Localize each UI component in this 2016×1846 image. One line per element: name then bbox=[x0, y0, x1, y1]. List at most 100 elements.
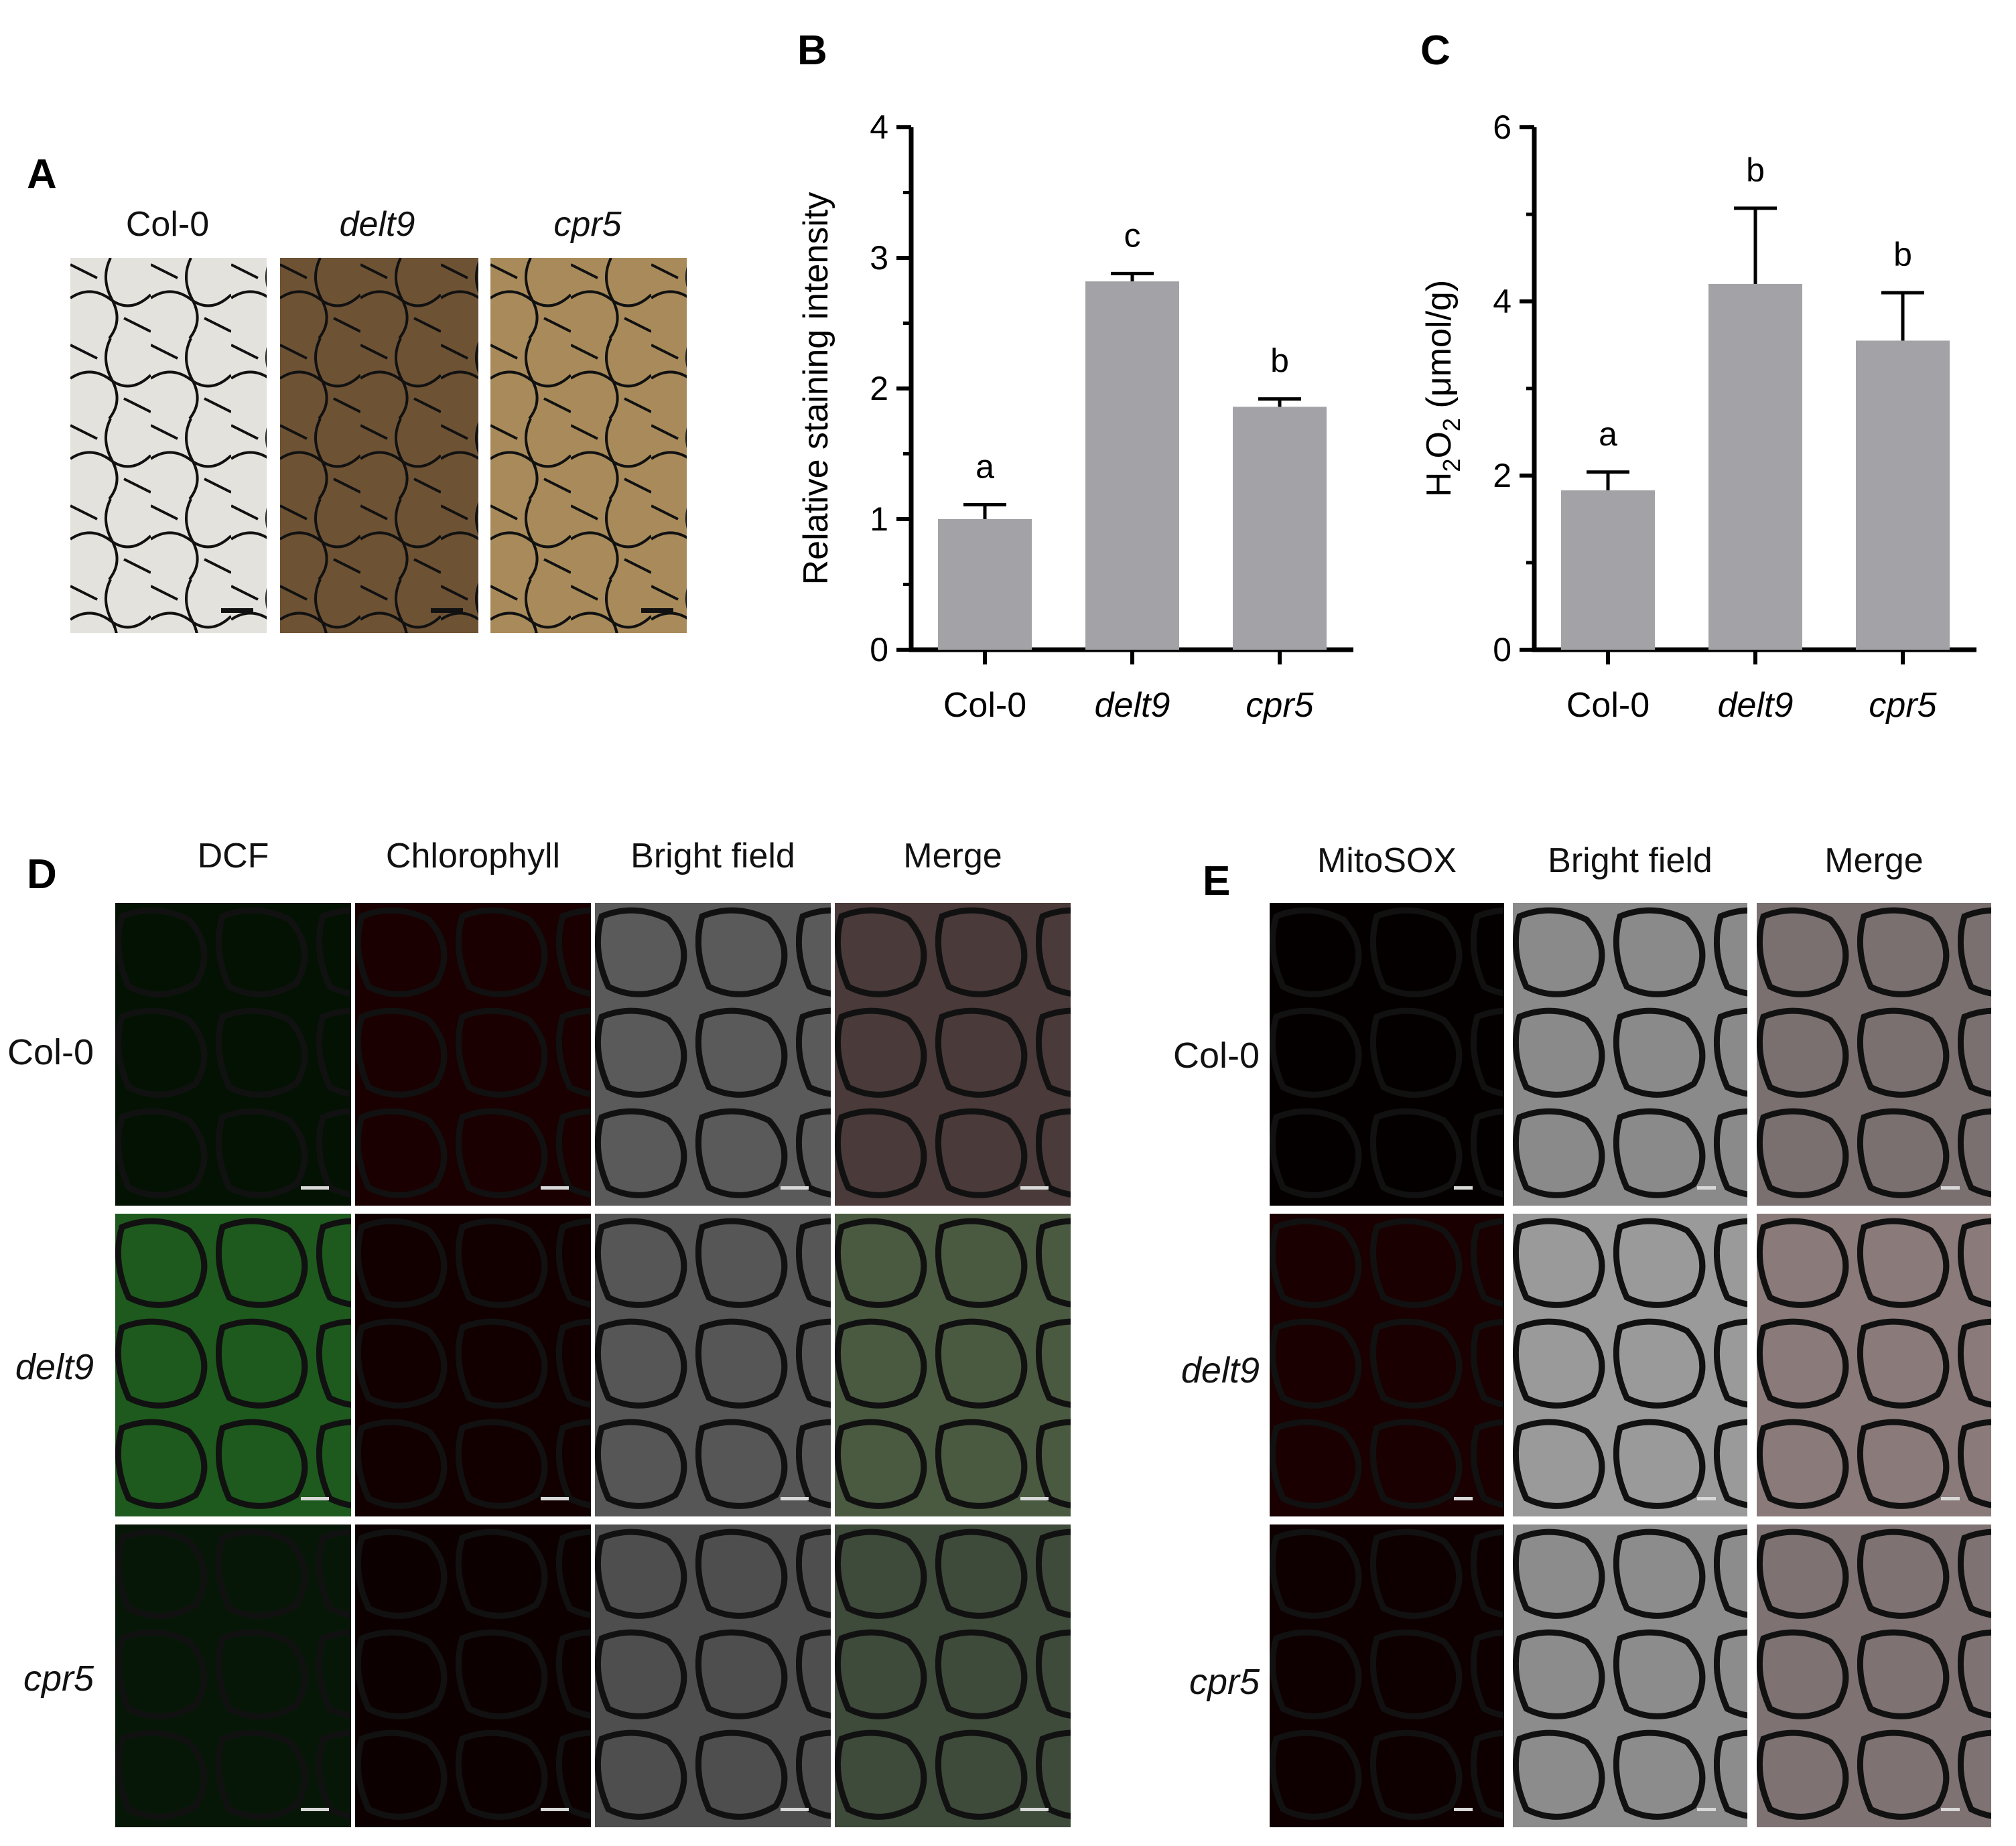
panel-A-letter: A bbox=[27, 151, 57, 198]
panel-A-column-label-cpr5: cpr5 bbox=[553, 205, 622, 244]
panel-A-image-delt9 bbox=[280, 258, 478, 633]
panel-C-letter: C bbox=[1420, 27, 1451, 74]
chart-B: 0 1 2 3 4 a Col-0 c delt9 b cpr5 Relative staining … bbox=[797, 109, 1353, 725]
panel-E-column-label-merge: Merge bbox=[1824, 841, 1924, 880]
panel-A-column-label-delt9: delt9 bbox=[339, 205, 415, 244]
bar bbox=[1085, 281, 1179, 650]
panel-B-letter: B bbox=[797, 27, 827, 74]
panel-D-image-delt9-chlorophyll bbox=[355, 1214, 591, 1516]
panel-E-column-label-brightfield: Bright field bbox=[1548, 841, 1712, 880]
significance-label: b bbox=[1270, 342, 1289, 380]
scale-bar bbox=[1454, 1808, 1473, 1811]
significance-label: a bbox=[1599, 415, 1617, 453]
panel-E-row-label-cpr5: cpr5 bbox=[1189, 1662, 1260, 1702]
panel-D-column-label-chlorophyll: Chlorophyll bbox=[385, 837, 561, 875]
y-tick-label: 6 bbox=[1493, 109, 1511, 146]
scale-bar bbox=[301, 1186, 329, 1190]
panel-D-row-label-delt9: delt9 bbox=[15, 1347, 94, 1387]
x-tick-label: cpr5 bbox=[1869, 686, 1937, 725]
x-tick-label: delt9 bbox=[1095, 686, 1170, 725]
scale-bar bbox=[781, 1186, 809, 1190]
panel-D-row-label-cpr5: cpr5 bbox=[23, 1658, 94, 1699]
chart-C: 0 2 4 6 a Col-0 b delt9 b cpr5 H2O2 (μmol/g) bbox=[1420, 109, 1976, 725]
scale-bar bbox=[1941, 1186, 1960, 1190]
bar bbox=[1233, 407, 1327, 650]
panel-D-row-label-col0: Col-0 bbox=[7, 1032, 94, 1072]
y-tick-label: 4 bbox=[870, 109, 888, 146]
panel-E-image-col0-merge bbox=[1757, 903, 1991, 1206]
panel-E-image-cpr5-mitosox bbox=[1270, 1524, 1504, 1827]
y-tick-label: 2 bbox=[1493, 457, 1511, 494]
scale-bar bbox=[541, 1497, 569, 1500]
panel-D-image-cpr5-merge bbox=[835, 1524, 1071, 1827]
y-tick-label: 2 bbox=[870, 370, 888, 407]
panel-D-image-col0-dcf bbox=[115, 903, 351, 1206]
significance-label: c bbox=[1124, 216, 1141, 254]
panel-D-image-cpr5-dcf bbox=[115, 1524, 351, 1827]
panel-E-image-delt9-mitosox bbox=[1270, 1214, 1504, 1516]
scale-bar bbox=[431, 608, 463, 613]
scale-bar bbox=[1020, 1497, 1049, 1500]
scale-bar bbox=[641, 608, 673, 613]
panel-E-image-col0-brightfield bbox=[1513, 903, 1747, 1206]
bar bbox=[1561, 490, 1655, 650]
panel-D-column-label-brightfield: Bright field bbox=[630, 837, 795, 875]
x-tick-label: delt9 bbox=[1718, 686, 1794, 725]
x-tick-label: Col-0 bbox=[943, 686, 1026, 725]
scale-bar bbox=[301, 1808, 329, 1811]
panel-A-column-label-col0: Col-0 bbox=[125, 205, 210, 244]
scale-bar bbox=[1941, 1497, 1960, 1500]
scale-bar bbox=[1454, 1497, 1473, 1500]
panel-D-column-label-merge: Merge bbox=[903, 837, 1002, 875]
panel-D-image-delt9-merge bbox=[835, 1214, 1071, 1516]
scale-bar bbox=[1697, 1808, 1716, 1811]
panel-D-letter: D bbox=[27, 851, 57, 898]
panel-E-row-label-col0: Col-0 bbox=[1172, 1036, 1260, 1076]
panel-E-image-delt9-merge bbox=[1757, 1214, 1991, 1516]
y-tick-label: 4 bbox=[1493, 283, 1511, 320]
panel-E-image-delt9-brightfield bbox=[1513, 1214, 1747, 1516]
panel-E-image-cpr5-brightfield bbox=[1513, 1524, 1747, 1827]
bar bbox=[1856, 340, 1950, 650]
scale-bar bbox=[1941, 1808, 1960, 1811]
scale-bar bbox=[781, 1497, 809, 1500]
scale-bar bbox=[221, 608, 253, 613]
scale-bar bbox=[1020, 1808, 1049, 1811]
panel-A-image-col0 bbox=[70, 258, 267, 633]
x-tick-label: Col-0 bbox=[1566, 686, 1650, 725]
panel-A-image-cpr5 bbox=[490, 258, 687, 633]
bar bbox=[1708, 284, 1802, 650]
y-tick-label: 1 bbox=[870, 500, 888, 538]
panel-D-image-cpr5-brightfield bbox=[595, 1524, 831, 1827]
y-tick-label: 0 bbox=[1493, 631, 1511, 668]
y-tick-label: 3 bbox=[870, 239, 888, 277]
panel-D-image-col0-brightfield bbox=[595, 903, 831, 1206]
x-tick-label: cpr5 bbox=[1246, 686, 1314, 725]
panel-E-image-col0-mitosox bbox=[1270, 903, 1504, 1206]
scale-bar bbox=[781, 1808, 809, 1811]
y-axis-label: Relative staining intensity bbox=[797, 192, 835, 585]
panel-E-image-cpr5-merge bbox=[1757, 1524, 1991, 1827]
scale-bar bbox=[1697, 1497, 1716, 1500]
scale-bar bbox=[1020, 1186, 1049, 1190]
significance-label: b bbox=[1746, 151, 1765, 189]
panel-D-image-col0-merge bbox=[835, 903, 1071, 1206]
y-axis-label: H2O2 (μmol/g) bbox=[1420, 280, 1465, 497]
scale-bar bbox=[301, 1497, 329, 1500]
significance-label: b bbox=[1893, 236, 1912, 273]
panel-D-image-col0-chlorophyll bbox=[355, 903, 591, 1206]
panel-D-image-delt9-dcf bbox=[115, 1214, 351, 1516]
scale-bar bbox=[1697, 1186, 1716, 1190]
scale-bar bbox=[1454, 1186, 1473, 1190]
scale-bar bbox=[541, 1808, 569, 1811]
panel-E-column-label-mitosox: MitoSOX bbox=[1317, 841, 1457, 880]
panel-D-column-label-dcf: DCF bbox=[197, 837, 269, 875]
panel-E-letter: E bbox=[1203, 858, 1231, 904]
panel-D-image-delt9-brightfield bbox=[595, 1214, 831, 1516]
panel-E-row-label-delt9: delt9 bbox=[1181, 1350, 1260, 1391]
y-tick-label: 0 bbox=[870, 631, 888, 668]
scale-bar bbox=[541, 1186, 569, 1190]
panel-D-image-cpr5-chlorophyll bbox=[355, 1524, 591, 1827]
bar bbox=[938, 519, 1032, 650]
significance-label: a bbox=[976, 448, 994, 486]
